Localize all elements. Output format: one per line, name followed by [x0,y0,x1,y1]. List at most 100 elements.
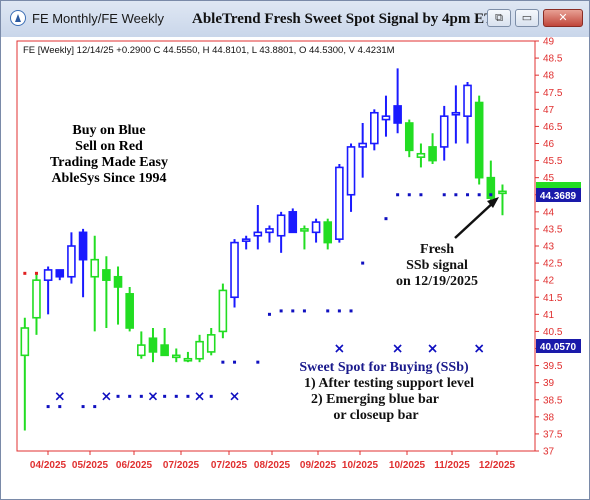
stop-price-box [536,339,581,353]
candle-bar [218,283,228,339]
candle-body [20,327,30,357]
candle-bar [183,351,193,363]
window-title: FE Monthly/FE Weekly [32,11,164,26]
candle-body [393,105,402,124]
candle-body [55,269,65,278]
support-dot [396,193,400,197]
x-mark-stroke-b [475,344,484,353]
stop-price-tag: 40.0570 [536,339,581,353]
support-dot [302,309,306,313]
fresh-arrow-head [487,197,499,208]
candle-bar [20,317,30,431]
support-dot [291,309,295,313]
candle-body [171,354,181,359]
minimize-button[interactable]: ▭ [515,9,539,27]
app-logo-icon [10,10,26,26]
x-mark [102,392,111,401]
candle-body [137,344,146,357]
support-dot [454,193,458,197]
x-tick-label: 07/2025 [211,460,248,471]
current-price-box [536,188,581,202]
candle-bar [323,218,333,250]
candle-bar [381,95,391,137]
candle-body [276,214,286,237]
candle-bar [346,143,356,212]
support-dot [349,309,353,313]
title-bar[interactable]: FE Monthly/FE Weekly AbleTrend Fresh Swe… [1,1,589,37]
chart-area[interactable]: FE [Weekly] 12/14/25 +0.2900 C 44.5550, … [1,37,589,499]
candle-body [300,228,309,232]
x-tick-label: 09/2025 [300,460,337,471]
chart-title: AbleTrend Fresh Sweet Spot Signal by 4pm… [192,11,495,27]
candle-body [358,142,367,148]
candle-body [416,152,426,158]
support-dot [209,394,213,398]
fresh-signal-annotation: Fresh SSb signal on 12/19/2025 [396,197,499,289]
y-tick-label: 37 [543,447,555,458]
x-mark-stroke-b [195,392,204,401]
support-dot [174,394,178,398]
legend-trading-made-easy: Trading Made Easy [50,155,168,170]
candle-body [195,340,204,360]
y-tick-label: 38 [543,412,555,423]
candle-bar [32,273,41,335]
candle-body [498,190,507,195]
candle-bar [195,334,204,363]
candle-body [241,238,251,242]
close-button[interactable]: ✕ [543,9,583,27]
support-dot [233,360,237,364]
sweet-spot-rule-2: 2) Emerging blue bar [311,392,439,407]
fresh-label-line2: SSb signal [406,258,468,273]
x-tick-label: 10/2025 [342,460,379,471]
support-dot [407,193,411,197]
support-dot [279,309,283,313]
candle-bar [276,211,286,253]
candle-bar [463,82,472,144]
x-tick-label: 07/2025 [163,460,200,471]
support-dot [384,217,388,221]
x-mark [335,344,344,353]
legend-buy-on-blue: Buy on Blue [72,123,145,138]
candle-bar [486,160,496,205]
support-dot [116,394,120,398]
x-tick-label: 04/2025 [30,460,67,471]
legend-ablesys-since: AbleSys Since 1994 [51,171,166,186]
x-mark-stroke-b [102,392,111,401]
candle-body [183,357,193,362]
candle-bar [102,256,111,328]
x-mark [393,344,402,353]
candle-body [160,344,169,357]
candle-bar [241,235,251,250]
support-dot [489,193,493,197]
candle-bar [451,85,461,144]
candle-bar [43,266,53,315]
candle-body [439,115,449,148]
candle-bar [265,225,274,243]
ohlc-info-line: FE [Weekly] 12/14/25 +0.2900 C 44.5550, … [23,45,395,56]
candle-body [253,231,263,237]
sweet-spot-rule-1: 1) After testing support level [304,376,474,391]
candle-bar [416,143,426,168]
y-tick-label: 47 [543,105,555,116]
support-dot [337,309,341,313]
x-tick-label: 11/2025 [434,460,470,471]
candle-bar [125,287,134,332]
fresh-label-line1: Fresh [420,242,454,257]
candle-bar [230,239,239,308]
chart-background [1,37,589,499]
y-tick-label: 43 [543,242,555,253]
x-mark-stroke-b [335,344,344,353]
candle-body [311,221,321,234]
restore-button[interactable]: ⧉ [487,9,511,27]
support-dot [267,312,271,316]
candle-bar [90,235,100,332]
candle-bar [498,184,507,216]
candle-bar [113,266,123,325]
candle-body [78,231,88,261]
candle-bar [428,133,437,164]
y-tick-label: 45.5 [543,156,563,167]
y-tick-label: 40.5 [543,327,563,338]
scrollbar-track[interactable] [1,477,589,499]
fresh-arrow-shaft [454,200,496,239]
